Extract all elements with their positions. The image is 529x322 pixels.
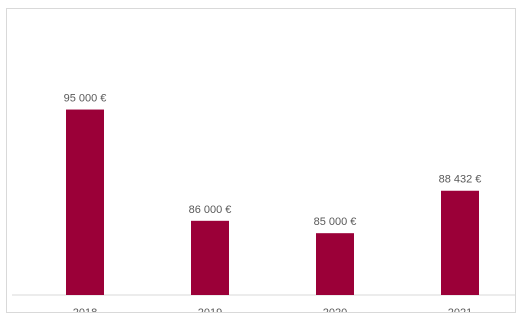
x-tick-label-2019: 2019: [198, 307, 222, 312]
bar-2020: [316, 233, 354, 295]
value-labels-group: 95 000 € 86 000 € 85 000 € 88 432 €: [64, 93, 482, 229]
bar-2019: [191, 220, 229, 295]
bar-2021: [441, 190, 479, 295]
value-label-2021: 88 432 €: [439, 174, 482, 186]
x-tick-labels-group: 2018 2019 2020 2021: [73, 307, 472, 319]
value-label-2018: 95 000 €: [64, 93, 107, 105]
x-tick-label-2018: 2018: [73, 307, 97, 312]
bar-chart: 95 000 €86 000 €85 000 €88 432 € 2018201…: [12, 93, 517, 319]
chart-frame: 95 000 €86 000 €85 000 €88 432 € 2018201…: [6, 8, 517, 319]
x-tick-label-2021: 2021: [448, 307, 472, 312]
bars-group: [66, 109, 479, 295]
value-label-2020: 85 000 €: [314, 216, 357, 228]
x-tick-label-2020: 2020: [323, 307, 347, 312]
value-label-2019: 86 000 €: [189, 204, 232, 216]
bar-2018: [66, 109, 104, 295]
